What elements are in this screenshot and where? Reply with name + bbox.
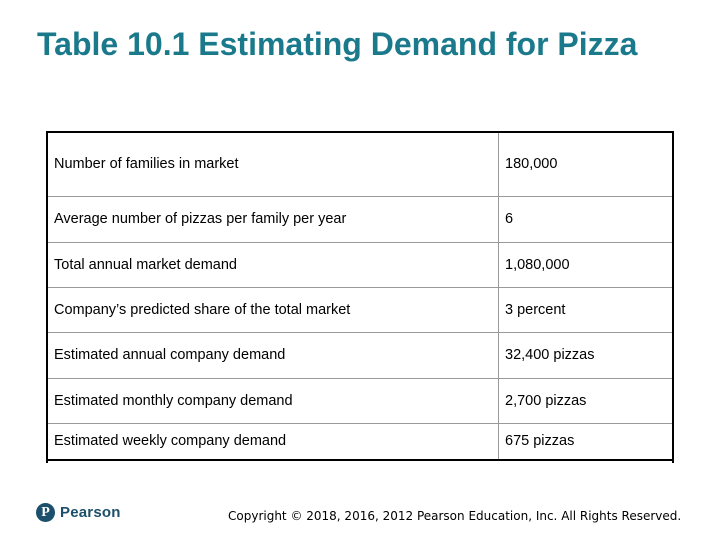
row-label: Estimated annual company demand [47, 331, 499, 379]
table-row: Estimated annual company demand 32,400 p… [47, 331, 673, 379]
row-value: 32,400 pizzas [498, 331, 673, 379]
pearson-logo-icon: P [36, 503, 55, 522]
pearson-logo: P Pearson [36, 503, 121, 522]
row-label: Average number of pizzas per family per … [47, 195, 499, 243]
row-value: 1,080,000 [498, 241, 673, 288]
table-left-border [46, 131, 48, 463]
table-right-border [672, 131, 674, 463]
pearson-logo-text: Pearson [60, 504, 121, 521]
row-label: Company’s predicted share of the total m… [47, 286, 499, 333]
slide-title: Table 10.1 Estimating Demand for Pizza [37, 26, 638, 62]
table-row: Total annual market demand 1,080,000 [47, 241, 673, 288]
row-value: 675 pizzas [498, 422, 673, 461]
table-row: Number of families in market 180,000 [47, 131, 673, 197]
row-label: Estimated monthly company demand [47, 377, 499, 424]
row-value: 3 percent [498, 286, 673, 333]
row-value: 6 [498, 195, 673, 243]
row-label: Number of families in market [47, 131, 499, 197]
row-value: 2,700 pizzas [498, 377, 673, 424]
table-row: Estimated weekly company demand 675 pizz… [47, 422, 673, 461]
row-label: Total annual market demand [47, 241, 499, 288]
row-label: Estimated weekly company demand [47, 422, 499, 461]
demand-table: Number of families in market 180,000 Ave… [47, 131, 673, 461]
table-row: Company’s predicted share of the total m… [47, 286, 673, 333]
copyright-notice: Copyright © 2018, 2016, 2012 Pearson Edu… [228, 509, 682, 523]
row-value: 180,000 [498, 131, 673, 197]
table-row: Average number of pizzas per family per … [47, 195, 673, 243]
table-row: Estimated monthly company demand 2,700 p… [47, 377, 673, 424]
